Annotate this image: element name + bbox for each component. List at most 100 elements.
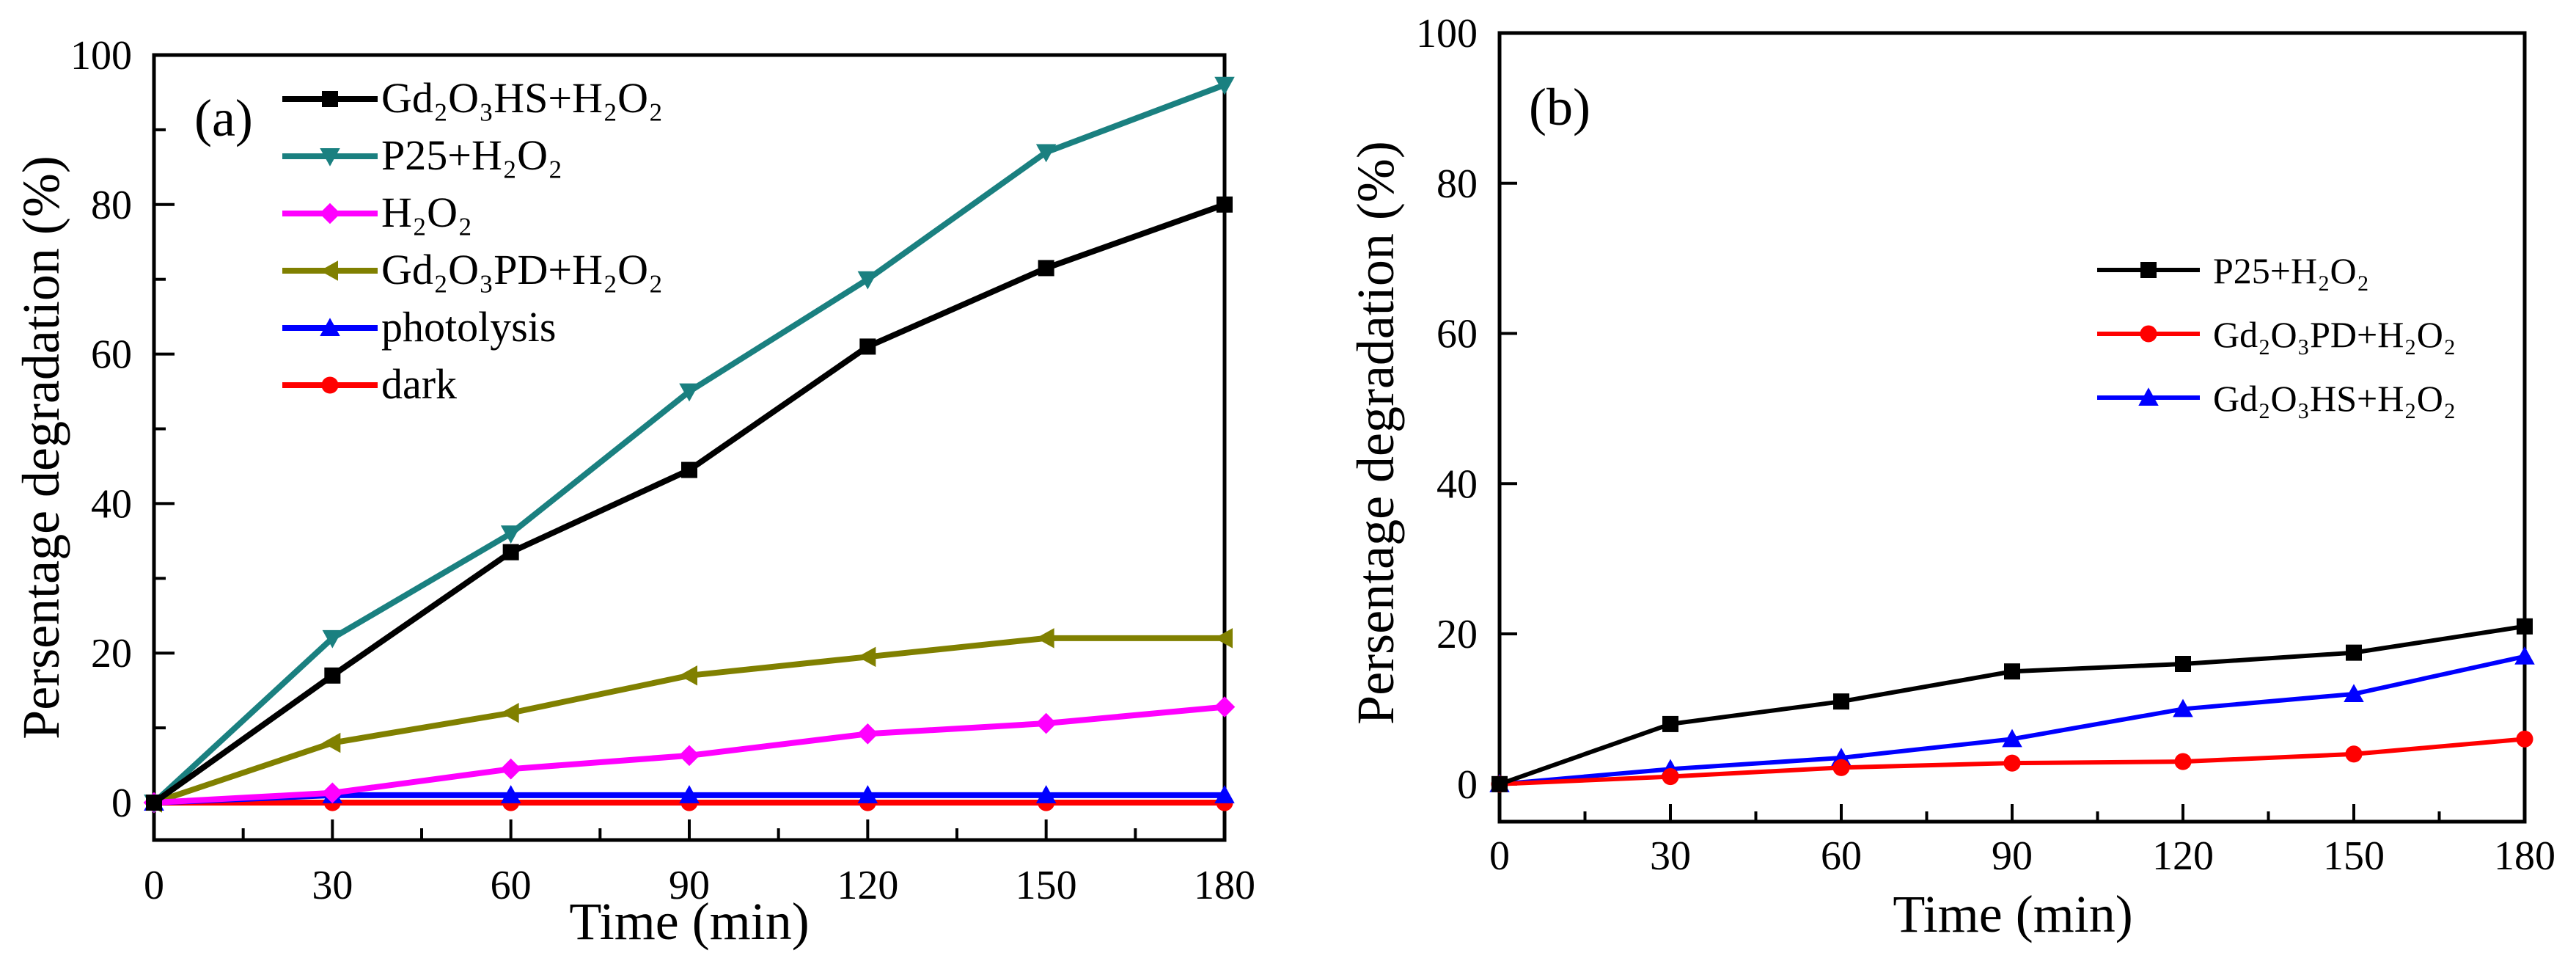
data-point bbox=[2004, 663, 2020, 680]
x-tick-label: 0 bbox=[144, 863, 164, 908]
x-tick-label: 90 bbox=[1992, 833, 2033, 879]
panel-a-tick-labels: 0 30 60 90 120 150 180 0 20 40 60 80 100 bbox=[70, 33, 1255, 908]
data-point bbox=[857, 723, 878, 745]
data-point bbox=[500, 758, 521, 780]
panel-b-plot-frame bbox=[1497, 31, 2527, 824]
series-line bbox=[152, 82, 1226, 805]
data-point bbox=[1214, 785, 1235, 803]
legend-marker bbox=[320, 148, 340, 167]
panel-a-legend: Gd₂O₃HS+H₂O₂ P25+H₂O₂ H₂O₂ Gd₂O₃PD+H₂O₂ phot… bbox=[282, 74, 663, 408]
data-point bbox=[1035, 712, 1057, 734]
data-point bbox=[500, 785, 521, 803]
legend-entry: dark bbox=[282, 360, 457, 408]
x-tick-label: 30 bbox=[312, 863, 353, 908]
legend-label: dark bbox=[381, 360, 457, 408]
data-point bbox=[679, 785, 700, 803]
panel-b-tag: (b) bbox=[1529, 78, 1590, 136]
data-point bbox=[859, 338, 876, 355]
legend-entry: photolysis bbox=[282, 303, 557, 351]
panel-a-series bbox=[143, 76, 1236, 814]
panel-b-series bbox=[1489, 618, 2535, 793]
y-tick-label: 40 bbox=[1436, 461, 1478, 507]
data-point bbox=[146, 795, 162, 811]
legend-label: H₂O₂ bbox=[381, 189, 472, 236]
data-point bbox=[500, 703, 519, 723]
x-tick-label: 150 bbox=[2323, 833, 2385, 879]
series-2 bbox=[143, 696, 1236, 814]
legend-label: photolysis bbox=[381, 303, 557, 351]
y-tick-label: 100 bbox=[70, 33, 132, 78]
legend-entry: Gd₂O₃PD+H₂O₂ bbox=[282, 246, 663, 293]
x-tick-label: 90 bbox=[669, 863, 710, 908]
data-point bbox=[1662, 715, 1678, 732]
legend-label: Gd₂O₃PD+H₂O₂ bbox=[2213, 314, 2456, 355]
data-point bbox=[324, 667, 341, 684]
data-point bbox=[1832, 759, 1850, 776]
data-point bbox=[857, 271, 878, 290]
x-tick-label: 120 bbox=[837, 863, 898, 908]
y-tick-label: 100 bbox=[1416, 11, 1478, 56]
x-tick-label: 60 bbox=[1821, 833, 1862, 879]
data-point bbox=[2173, 698, 2193, 717]
data-point bbox=[1038, 260, 1054, 277]
data-point bbox=[2346, 644, 2362, 661]
data-point bbox=[857, 646, 876, 668]
series-1 bbox=[1491, 730, 2533, 793]
data-point bbox=[2517, 618, 2533, 635]
legend-marker bbox=[2140, 325, 2157, 343]
panel-a-chart: 0 30 60 90 120 150 180 0 20 40 60 80 100 (a) Time (m… bbox=[12, 33, 1255, 951]
data-point bbox=[2175, 656, 2191, 672]
data-point bbox=[322, 732, 341, 753]
y-tick-label: 0 bbox=[1457, 762, 1478, 808]
legend-entry: P25+H₂O₂ bbox=[2097, 250, 2369, 291]
panel-a-ticks bbox=[153, 54, 1226, 840]
data-point bbox=[1662, 768, 1679, 786]
x-tick-label: 180 bbox=[2494, 833, 2555, 879]
y-tick-label: 20 bbox=[1436, 612, 1478, 657]
panel-a-x-axis-title: Time (min) bbox=[569, 892, 809, 951]
data-point bbox=[1217, 196, 1233, 213]
series-0 bbox=[146, 196, 1233, 811]
y-tick-label: 60 bbox=[1436, 312, 1478, 357]
legend-entry: H₂O₂ bbox=[282, 189, 472, 236]
data-point bbox=[1035, 144, 1057, 163]
data-point bbox=[679, 665, 697, 686]
y-tick-label: 40 bbox=[91, 481, 132, 527]
legend-marker bbox=[322, 91, 338, 107]
panel-b-tick-labels: 0 30 60 90 120 150 180 0 20 40 60 80 100 bbox=[1416, 11, 2555, 879]
data-point bbox=[2516, 730, 2533, 748]
legend-label: P25+H₂O₂ bbox=[381, 131, 562, 179]
legend-label: P25+H₂O₂ bbox=[2213, 250, 2369, 291]
y-tick-label: 80 bbox=[91, 183, 132, 228]
data-point bbox=[2174, 753, 2192, 770]
data-point bbox=[1833, 693, 1849, 710]
panel-b-ticks bbox=[1498, 32, 2526, 822]
data-point bbox=[681, 461, 697, 478]
legend-entry: P25+H₂O₂ bbox=[282, 131, 562, 179]
data-point bbox=[2345, 745, 2363, 763]
panel-b-legend: P25+H₂O₂ Gd₂O₃PD+H₂O₂ Gd₂O₃HS+H₂O₂ bbox=[2097, 250, 2456, 419]
legend-marker bbox=[2138, 387, 2159, 406]
data-point bbox=[1035, 628, 1054, 649]
panel-a-y-axis-title: Persentage degradation (%) bbox=[12, 156, 70, 740]
data-point bbox=[678, 745, 700, 767]
data-point bbox=[679, 383, 700, 402]
x-tick-label: 60 bbox=[491, 863, 532, 908]
x-tick-label: 120 bbox=[2152, 833, 2214, 879]
data-point bbox=[322, 782, 343, 804]
data-point bbox=[1214, 628, 1233, 649]
legend-label: Gd₂O₃HS+H₂O₂ bbox=[381, 74, 663, 122]
legend-label: Gd₂O₃PD+H₂O₂ bbox=[381, 246, 663, 293]
legend-label: Gd₂O₃HS+H₂O₂ bbox=[2213, 378, 2456, 419]
legend-marker bbox=[320, 260, 338, 281]
data-point bbox=[502, 544, 519, 560]
series-line bbox=[152, 202, 1226, 806]
x-tick-label: 150 bbox=[1016, 863, 1077, 908]
data-point bbox=[500, 525, 521, 544]
legend-marker bbox=[320, 318, 340, 336]
y-tick-label: 80 bbox=[1436, 161, 1478, 207]
panel-b-chart: 0 30 60 90 120 150 180 0 20 40 60 80 100 (b) Time (m… bbox=[1346, 11, 2555, 943]
x-tick-label: 0 bbox=[1489, 833, 1510, 879]
y-tick-label: 20 bbox=[91, 631, 132, 676]
